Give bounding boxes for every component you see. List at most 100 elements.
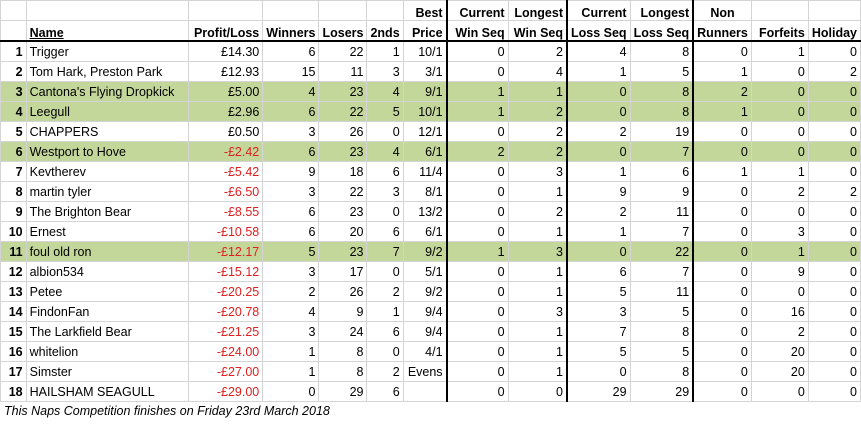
current-win-seq-cell: 0 <box>445 61 509 82</box>
holiday-cell: 0 <box>807 221 861 242</box>
profit-loss-cell: -£5.42 <box>188 161 264 182</box>
profit-loss-cell: -£29.00 <box>188 381 264 402</box>
winners-cell: 4 <box>262 301 320 322</box>
header-longest-loss: Longest <box>629 0 694 21</box>
longest-loss-seq-cell: 22 <box>629 241 694 262</box>
winners-cell: 3 <box>262 181 320 202</box>
rank-cell: 17 <box>0 361 27 382</box>
rank-cell: 1 <box>0 40 27 62</box>
seconds-cell: 6 <box>366 381 404 402</box>
rank-cell: 10 <box>0 221 27 242</box>
player-name-cell: Petee <box>25 281 190 302</box>
player-name-cell: whitelion <box>25 341 190 362</box>
seconds-cell: 1 <box>366 301 404 322</box>
current-loss-seq-cell: 0 <box>565 241 631 262</box>
non-runners-cell: 1 <box>692 101 752 122</box>
player-name-cell: albion534 <box>25 261 190 282</box>
rank-cell: 7 <box>0 161 27 182</box>
forfeits-cell: 1 <box>750 40 809 62</box>
non-runners-cell: 0 <box>692 241 752 262</box>
winners-cell: 3 <box>262 321 320 342</box>
winners-cell: 0 <box>262 381 320 402</box>
longest-win-seq-cell: 2 <box>507 40 568 62</box>
forfeits-cell: 20 <box>750 361 809 382</box>
non-runners-cell: 0 <box>692 141 752 162</box>
table-row: 8 martin tyler -£6.50 3 22 3 8/1 0 1 9 9 0 2 2 <box>0 181 861 202</box>
holiday-cell: 0 <box>807 321 861 342</box>
holiday-cell: 0 <box>807 121 861 142</box>
forfeits-cell: 2 <box>750 181 809 202</box>
winners-cell: 2 <box>262 281 320 302</box>
current-win-seq-cell: 0 <box>445 281 509 302</box>
rank-cell: 11 <box>0 241 27 262</box>
seconds-cell: 3 <box>366 181 404 202</box>
current-win-seq-cell: 1 <box>445 81 509 102</box>
player-name-cell: FindonFan <box>25 301 190 322</box>
header-best: Best <box>402 0 448 21</box>
best-price-cell: 9/2 <box>402 241 448 262</box>
table-row: 13 Petee -£20.25 2 26 2 9/2 0 1 5 11 0 0 0 <box>0 281 861 302</box>
table-row: 1 Trigger £14.30 6 22 1 10/1 0 2 4 8 0 1 0 <box>0 40 861 62</box>
table-row: 3 Cantona's Flying Dropkick £5.00 4 23 4 9/1 1 1… <box>0 81 861 102</box>
current-loss-seq-cell: 1 <box>565 61 631 82</box>
current-win-seq-cell: 0 <box>445 321 509 342</box>
losers-cell: 17 <box>318 261 368 282</box>
current-win-seq-cell: 2 <box>445 141 509 162</box>
table-row: 9 The Brighton Bear -£8.55 6 23 0 13/2 0 2 2 11 0 0 0 <box>0 201 861 222</box>
winners-cell: 6 <box>262 40 320 62</box>
losers-cell: 26 <box>318 121 368 142</box>
longest-win-seq-cell: 2 <box>507 201 568 222</box>
losers-cell: 8 <box>318 361 368 382</box>
header-2nds: 2nds <box>366 20 404 42</box>
holiday-cell: 0 <box>807 201 861 222</box>
longest-loss-seq-cell: 29 <box>629 381 694 402</box>
longest-win-seq-cell: 2 <box>507 141 568 162</box>
current-win-seq-cell: 0 <box>445 341 509 362</box>
holiday-cell: 0 <box>807 301 861 322</box>
winners-cell: 5 <box>262 241 320 262</box>
holiday-cell: 0 <box>807 281 861 302</box>
table-row: 18 HAILSHAM SEAGULL -£29.00 0 29 6 0 0 29 29 0 0 0 <box>0 381 861 402</box>
current-loss-seq-cell: 5 <box>565 281 631 302</box>
non-runners-cell: 0 <box>692 381 752 402</box>
current-loss-seq-cell: 29 <box>565 381 631 402</box>
table-row: 16 whitelion -£24.00 1 8 0 4/1 0 1 5 5 0 20 0 <box>0 341 861 362</box>
rank-cell: 3 <box>0 81 27 102</box>
table-row: 6 Westport to Hove -£2.42 6 23 4 6/1 2 2 0 7 0 0 0 <box>0 141 861 162</box>
seconds-cell: 2 <box>366 281 404 302</box>
header-price: Price <box>402 20 448 42</box>
table-row: 7 Kevtherev -£5.42 9 18 6 11/4 0 3 1 6 1 1 0 <box>0 161 861 182</box>
header-longest-win-seq: Win Seq <box>507 20 568 42</box>
losers-cell: 24 <box>318 321 368 342</box>
forfeits-cell: 16 <box>750 301 809 322</box>
longest-loss-seq-cell: 19 <box>629 121 694 142</box>
header-row-2: Name Profit/Loss Winners Losers 2nds Pri… <box>0 20 861 42</box>
winners-cell: 6 <box>262 101 320 122</box>
longest-win-seq-cell: 1 <box>507 321 568 342</box>
table-row: 2 Tom Hark, Preston Park £12.93 15 11 3 3/1 0 4 1… <box>0 61 861 82</box>
naps-table: Best Current Longest Current Longest Non… <box>0 0 861 402</box>
forfeits-cell: 0 <box>750 201 809 222</box>
current-win-seq-cell: 1 <box>445 101 509 122</box>
non-runners-cell: 1 <box>692 61 752 82</box>
best-price-cell: Evens <box>402 361 448 382</box>
current-loss-seq-cell: 0 <box>565 141 631 162</box>
longest-loss-seq-cell: 9 <box>629 181 694 202</box>
losers-cell: 11 <box>318 61 368 82</box>
profit-loss-cell: -£20.78 <box>188 301 264 322</box>
best-price-cell: 13/2 <box>402 201 448 222</box>
forfeits-cell: 0 <box>750 61 809 82</box>
holiday-cell: 0 <box>807 101 861 122</box>
current-win-seq-cell: 0 <box>445 381 509 402</box>
winners-cell: 6 <box>262 201 320 222</box>
forfeits-cell: 0 <box>750 381 809 402</box>
best-price-cell: 9/4 <box>402 301 448 322</box>
losers-cell: 22 <box>318 101 368 122</box>
winners-cell: 1 <box>262 341 320 362</box>
current-loss-seq-cell: 6 <box>565 261 631 282</box>
best-price-cell: 8/1 <box>402 181 448 202</box>
losers-cell: 23 <box>318 201 368 222</box>
losers-cell: 23 <box>318 241 368 262</box>
forfeits-cell: 1 <box>750 241 809 262</box>
non-runners-cell: 0 <box>692 40 752 62</box>
